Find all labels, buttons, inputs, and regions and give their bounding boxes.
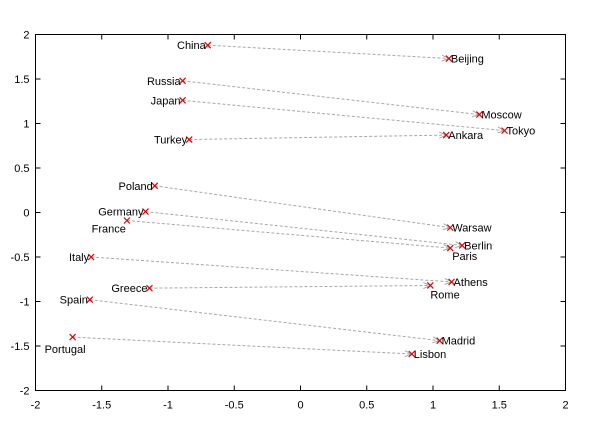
arrow-greece bbox=[149, 284, 431, 289]
arrow-russia bbox=[182, 80, 480, 116]
y-tick-label: 0 bbox=[23, 208, 29, 220]
label-beijing: Beijing bbox=[451, 54, 484, 66]
marker-madrid bbox=[436, 337, 444, 345]
arrow-spain bbox=[89, 299, 440, 342]
label-japan: Japan bbox=[151, 95, 181, 107]
marker-france bbox=[123, 217, 131, 224]
y-tick-label: 2 bbox=[23, 30, 29, 42]
marker-spain bbox=[86, 296, 94, 304]
y-tick-label: 1.5 bbox=[14, 74, 29, 86]
label-tokyo: Tokyo bbox=[507, 126, 536, 138]
label-berlin: Berlin bbox=[464, 240, 492, 252]
label-athens: Athens bbox=[454, 277, 489, 289]
arrow-italy bbox=[91, 256, 452, 283]
marker-warsaw bbox=[446, 224, 454, 232]
marker-japan bbox=[179, 96, 186, 104]
arrow-turkey bbox=[189, 134, 447, 141]
x-tick-label: -1.5 bbox=[92, 400, 111, 412]
marker-rome bbox=[426, 282, 434, 289]
label-france: France bbox=[92, 224, 126, 236]
y-tick-label: -2 bbox=[20, 386, 30, 398]
marker-italy bbox=[87, 253, 95, 261]
y-tick-label: 1 bbox=[23, 119, 29, 131]
marker-germany bbox=[142, 208, 149, 216]
x-tick-label: 1.5 bbox=[492, 400, 507, 412]
x-tick-label: 0.5 bbox=[359, 400, 374, 412]
label-rome: Rome bbox=[430, 289, 459, 301]
x-tick-label: -2 bbox=[31, 400, 41, 412]
label-china: China bbox=[177, 40, 207, 52]
label-spain: Spain bbox=[60, 295, 88, 307]
label-warsaw: Warsaw bbox=[452, 223, 491, 235]
y-tick-label: -1 bbox=[20, 297, 30, 309]
marker-china bbox=[204, 41, 212, 49]
marker-russia bbox=[179, 77, 186, 85]
axis-ticks: -2 -1.5 -1 -0.5 0 0.5 1 1.5 2 2 1.5 1 0.5 0 -0.5 -1 -1.5… bbox=[11, 30, 569, 412]
label-italy: Italy bbox=[69, 252, 90, 264]
label-russia: Russia bbox=[147, 76, 182, 88]
marker-portugal bbox=[69, 333, 77, 341]
arrow-portugal bbox=[72, 336, 412, 355]
y-tick-label: -0.5 bbox=[11, 252, 30, 264]
y-tick-label: 0.5 bbox=[14, 163, 29, 175]
label-moscow: Moscow bbox=[481, 110, 521, 122]
marker-moscow bbox=[475, 111, 483, 119]
arrows bbox=[72, 44, 506, 358]
x-tick-label: 0 bbox=[297, 400, 303, 412]
marker-tokyo bbox=[501, 127, 508, 135]
marker-lisbon bbox=[408, 350, 416, 358]
marker-berlin bbox=[458, 242, 466, 249]
label-lisbon: Lisbon bbox=[414, 349, 446, 361]
label-paris: Paris bbox=[452, 251, 478, 263]
marker-poland bbox=[151, 182, 159, 190]
label-germany: Germany bbox=[98, 207, 144, 219]
marker-athens bbox=[448, 278, 455, 286]
label-ankara: Ankara bbox=[448, 130, 484, 142]
label-turkey: Turkey bbox=[154, 135, 188, 147]
arrow-japan bbox=[182, 99, 505, 132]
marker-greece bbox=[146, 284, 153, 292]
marker-ankara bbox=[442, 131, 450, 139]
label-poland: Poland bbox=[118, 181, 152, 193]
label-portugal: Portugal bbox=[45, 344, 86, 356]
marker-paris bbox=[446, 244, 454, 252]
marker-beijing bbox=[445, 55, 453, 62]
x-tick-label: 1 bbox=[430, 400, 436, 412]
arrow-poland bbox=[154, 185, 451, 229]
arrow-france bbox=[126, 220, 451, 249]
x-tick-label: 2 bbox=[562, 400, 568, 412]
point-labels: China Beijing Russia Moscow Japan Tokyo Turkey… bbox=[45, 40, 536, 361]
x-tick-label: -1 bbox=[163, 400, 173, 412]
label-greece: Greece bbox=[111, 283, 147, 295]
marker-turkey bbox=[185, 136, 193, 143]
markers bbox=[69, 41, 508, 358]
x-tick-label: -0.5 bbox=[225, 400, 244, 412]
y-tick-label: -1.5 bbox=[11, 341, 30, 353]
arrow-germany bbox=[145, 211, 463, 246]
arrow-china bbox=[207, 44, 449, 60]
label-madrid: Madrid bbox=[442, 336, 476, 348]
